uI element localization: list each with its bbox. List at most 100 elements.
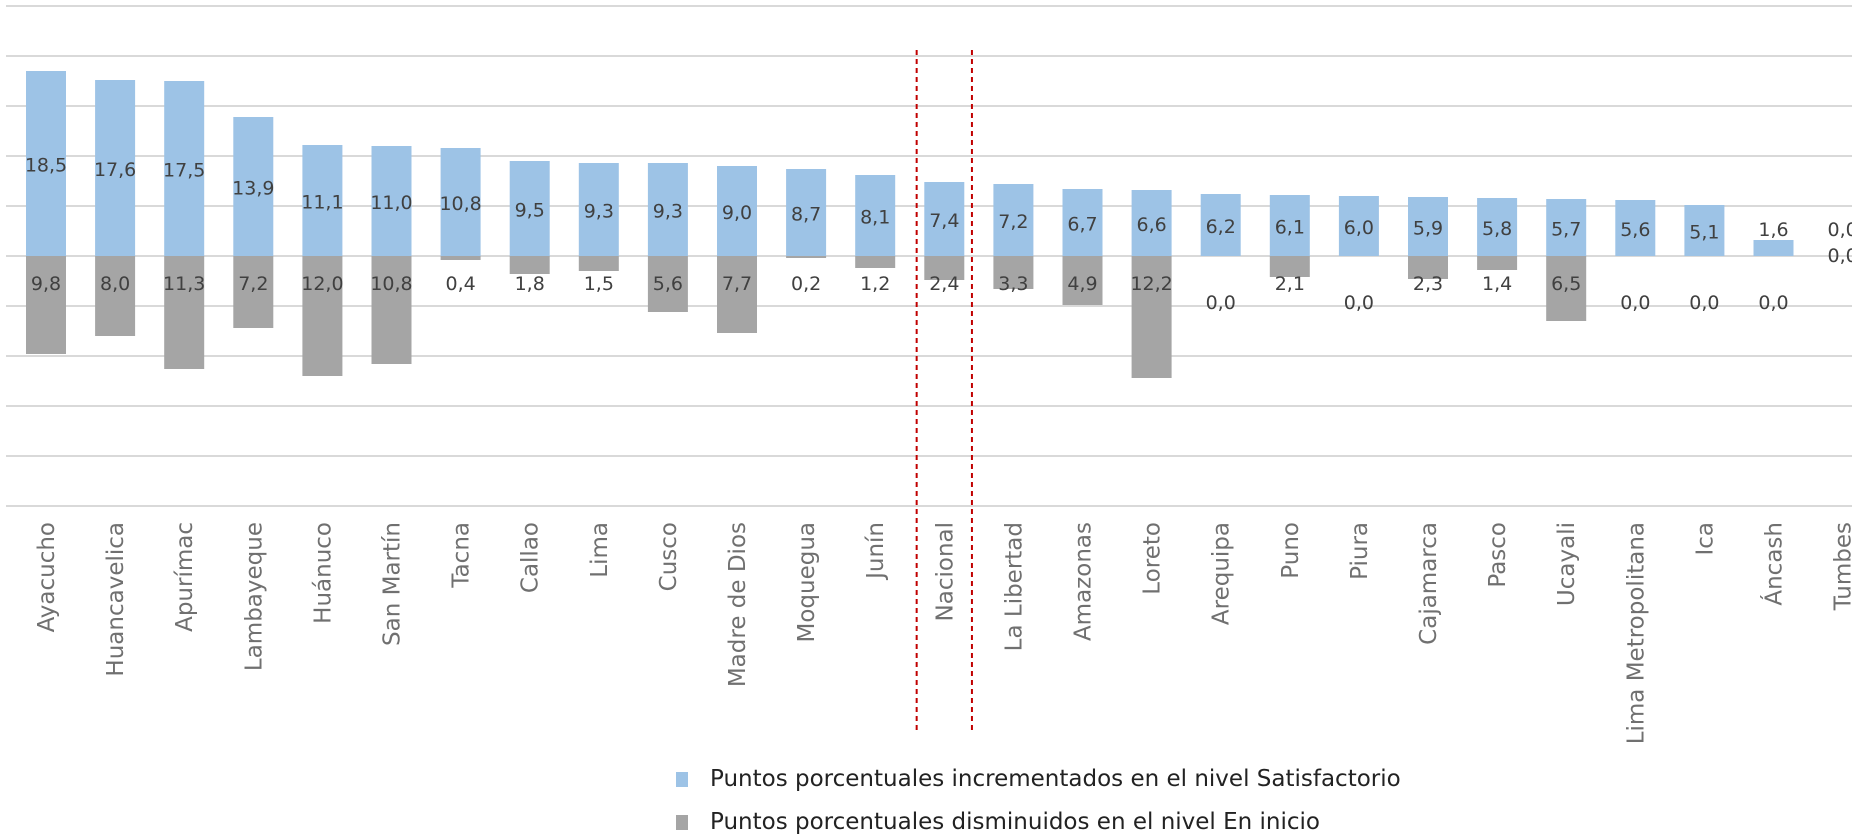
value-label-satisfactorio: 18,5 bbox=[25, 155, 67, 177]
value-label-en-inicio: 0,0 bbox=[1827, 245, 1852, 267]
bar-en-inicio bbox=[786, 256, 827, 258]
bar-en-inicio bbox=[993, 256, 1034, 289]
bar-en-inicio bbox=[1546, 256, 1587, 321]
value-label-en-inicio: 1,4 bbox=[1482, 273, 1512, 295]
value-label-satisfactorio: 5,7 bbox=[1551, 219, 1581, 241]
bar-en-inicio bbox=[164, 256, 205, 369]
value-label-satisfactorio: 5,1 bbox=[1689, 222, 1719, 244]
category-label: Ica bbox=[1692, 522, 1718, 556]
category-label: Ucayali bbox=[1554, 522, 1580, 606]
value-label-satisfactorio: 7,4 bbox=[929, 210, 959, 232]
category-label: Moquegua bbox=[794, 522, 820, 643]
bar-satisfactorio bbox=[924, 182, 965, 256]
bar-satisfactorio bbox=[371, 146, 412, 256]
value-label-satisfactorio: 5,6 bbox=[1620, 219, 1650, 241]
category-label: Callao bbox=[518, 522, 544, 593]
legend-label-en-inicio: Puntos porcentuales disminuidos en el ni… bbox=[710, 809, 1321, 835]
category-label: Tumbes bbox=[1831, 522, 1852, 611]
value-label-satisfactorio: 5,8 bbox=[1482, 218, 1512, 240]
category-label: Lima bbox=[587, 522, 613, 578]
value-label-satisfactorio: 8,1 bbox=[860, 207, 890, 229]
value-label-satisfactorio: 10,8 bbox=[439, 193, 481, 215]
value-label-en-inicio: 2,1 bbox=[1275, 273, 1305, 295]
bar-satisfactorio bbox=[1269, 195, 1310, 256]
bar-satisfactorio bbox=[302, 145, 343, 256]
bar-satisfactorio bbox=[1753, 240, 1794, 256]
value-label-satisfactorio: 6,7 bbox=[1067, 214, 1097, 236]
value-label-satisfactorio: 9,0 bbox=[722, 202, 752, 224]
category-label: Lambayeque bbox=[241, 522, 267, 671]
value-label-en-inicio: 0,0 bbox=[1620, 292, 1650, 314]
legend-swatch-satisfactorio bbox=[676, 771, 688, 787]
legend-item-en-inicio: Puntos porcentuales disminuidos en el ni… bbox=[676, 809, 1320, 835]
bar-en-inicio bbox=[578, 256, 619, 271]
value-label-satisfactorio: 11,1 bbox=[301, 192, 343, 214]
bar-satisfactorio bbox=[440, 148, 481, 256]
bar-satisfactorio bbox=[1546, 199, 1587, 256]
value-label-satisfactorio: 6,6 bbox=[1136, 214, 1166, 236]
value-label-en-inicio: 8,0 bbox=[100, 273, 130, 295]
bar-en-inicio bbox=[717, 256, 757, 333]
category-label: Amazonas bbox=[1071, 522, 1097, 641]
category-label: Áncash bbox=[1760, 522, 1788, 606]
bar-satisfactorio bbox=[855, 175, 896, 256]
bar-en-inicio bbox=[302, 256, 343, 376]
bar-satisfactorio bbox=[1615, 200, 1656, 256]
category-label: San Martín bbox=[380, 522, 406, 646]
value-label-en-inicio: 11,3 bbox=[163, 273, 205, 295]
legend-label-satisfactorio: Puntos porcentuales incrementados en el … bbox=[710, 766, 1401, 792]
bar-satisfactorio bbox=[26, 71, 66, 256]
category-label: Cajamarca bbox=[1416, 522, 1442, 645]
value-label-satisfactorio: 9,3 bbox=[584, 201, 614, 223]
value-label-satisfactorio: 6,2 bbox=[1206, 216, 1236, 238]
bar-satisfactorio bbox=[1408, 197, 1448, 256]
bar-satisfactorio bbox=[647, 163, 688, 256]
bar-satisfactorio bbox=[95, 80, 136, 256]
value-labels: 18,5 9,8 17,6 8,0 17,5 11,3 13,9 7,2 11,1 12,0 11,… bbox=[25, 155, 1852, 315]
category-label: Pasco bbox=[1485, 522, 1511, 588]
category-labels: Ayacucho Huancavelica Apurímac Lambayeque Hu… bbox=[34, 522, 1852, 744]
category-label: Nacional bbox=[932, 522, 958, 621]
bar-satisfactorio bbox=[164, 81, 205, 256]
category-label: Ayacucho bbox=[34, 522, 60, 632]
value-label-satisfactorio: 17,6 bbox=[94, 159, 136, 181]
bar-en-inicio bbox=[1062, 256, 1103, 305]
bar-en-inicio bbox=[1477, 256, 1518, 270]
category-label: Lima Metropolitana bbox=[1623, 522, 1649, 744]
value-label-satisfactorio: 7,2 bbox=[998, 211, 1028, 233]
value-label-satisfactorio: 17,5 bbox=[163, 160, 205, 182]
value-label-en-inicio: 0,0 bbox=[1689, 292, 1719, 314]
value-label-en-inicio: 0,0 bbox=[1758, 292, 1788, 314]
value-label-en-inicio: 7,7 bbox=[722, 273, 752, 295]
category-label: Huancavelica bbox=[103, 522, 129, 677]
category-label: Puno bbox=[1278, 522, 1304, 579]
category-label: Junín bbox=[863, 522, 889, 581]
value-label-en-inicio: 4,9 bbox=[1067, 273, 1097, 295]
value-label-en-inicio: 6,5 bbox=[1551, 273, 1581, 295]
category-label: Apurímac bbox=[172, 522, 198, 632]
value-label-en-inicio: 1,5 bbox=[584, 273, 614, 295]
value-label-en-inicio: 0,2 bbox=[791, 273, 821, 295]
value-label-satisfactorio: 6,1 bbox=[1275, 217, 1305, 239]
value-label-satisfactorio: 6,0 bbox=[1344, 217, 1374, 239]
value-label-en-inicio: 2,3 bbox=[1413, 273, 1443, 295]
bar-satisfactorio bbox=[509, 161, 550, 256]
bar-en-inicio bbox=[440, 256, 481, 260]
reference-lines bbox=[915, 50, 973, 730]
value-label-satisfactorio: 9,3 bbox=[653, 201, 683, 223]
bar-satisfactorio bbox=[233, 117, 274, 256]
category-label: Huánuco bbox=[310, 522, 336, 624]
bar-en-inicio bbox=[95, 256, 136, 336]
value-label-en-inicio: 0,0 bbox=[1344, 292, 1374, 314]
legend-item-satisfactorio: Puntos porcentuales incrementados en el … bbox=[676, 766, 1401, 792]
category-label: Arequipa bbox=[1209, 522, 1235, 625]
bar-en-inicio bbox=[371, 256, 412, 364]
bar-en-inicio bbox=[233, 256, 274, 328]
category-label: Madre de Dios bbox=[725, 522, 751, 687]
bar-satisfactorio bbox=[1477, 198, 1518, 256]
value-label-en-inicio: 2,4 bbox=[929, 273, 959, 295]
bar-satisfactorio bbox=[1131, 190, 1172, 256]
bar-satisfactorio bbox=[786, 169, 827, 256]
bar-satisfactorio bbox=[1200, 194, 1241, 256]
